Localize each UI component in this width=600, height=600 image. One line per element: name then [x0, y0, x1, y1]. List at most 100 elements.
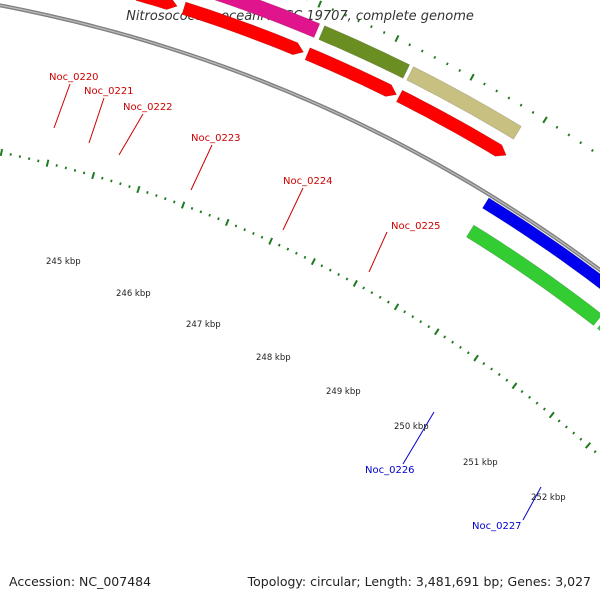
outer-minor-tick [382, 31, 386, 35]
inner-minor-tick [593, 450, 597, 454]
outer-major-tick [469, 73, 475, 81]
bottom-feature-block [596, 324, 600, 331]
inner-major-tick [224, 218, 230, 226]
gene-label: Noc_0220 [49, 72, 99, 83]
inner-minor-tick [234, 224, 238, 228]
outer-major-tick [394, 34, 400, 43]
inner-minor-tick [505, 378, 509, 382]
inner-minor-tick [199, 210, 203, 214]
gene-label: Noc_0224 [283, 176, 333, 187]
outer-minor-tick [519, 103, 523, 107]
inner-minor-tick [386, 300, 390, 304]
forward-cds-arrow [181, 1, 304, 56]
inner-minor-tick [427, 325, 431, 329]
forward-cds-arrow [304, 47, 397, 97]
inner-minor-tick [557, 419, 561, 423]
outer-tick-ring [306, 0, 594, 153]
inner-minor-tick [164, 197, 167, 201]
inner-minor-tick [82, 171, 86, 175]
inner-minor-tick [128, 185, 131, 189]
inner-minor-tick [260, 235, 264, 239]
inner-minor-tick [101, 176, 104, 180]
feature-block [406, 66, 522, 140]
outer-minor-tick [331, 8, 335, 12]
inner-major-tick [0, 148, 4, 157]
reverse-cds-arrow [482, 197, 600, 290]
inner-minor-tick [579, 437, 583, 441]
outer-minor-tick [458, 68, 462, 73]
inner-minor-tick [146, 191, 149, 194]
forward-cds-arrow [395, 89, 507, 157]
outer-minor-tick [357, 19, 360, 23]
inner-major-tick [393, 303, 400, 311]
inner-minor-tick [370, 291, 374, 295]
inner-minor-tick [403, 310, 407, 314]
inner-minor-tick [110, 179, 113, 183]
outer-minor-tick [555, 125, 559, 129]
inner-minor-tick [535, 401, 539, 405]
outer-minor-tick [420, 49, 424, 53]
inner-minor-tick [337, 272, 341, 277]
inner-minor-tick [190, 207, 194, 210]
callout-line [190, 144, 213, 191]
inner-minor-tick [362, 286, 366, 290]
inner-minor-tick [294, 251, 298, 255]
outer-minor-tick [433, 55, 437, 59]
outer-minor-tick [483, 82, 486, 86]
inner-minor-tick [303, 255, 307, 259]
callout-line [402, 411, 435, 465]
outer-minor-tick [567, 133, 571, 137]
inner-minor-tick [155, 194, 158, 197]
inner-major-tick [136, 185, 141, 194]
callout-line [522, 486, 542, 521]
gene-label: Noc_0226 [365, 465, 415, 476]
inner-minor-tick [252, 231, 255, 235]
inner-minor-tick [320, 264, 324, 268]
inner-major-tick [45, 159, 50, 167]
inner-minor-tick [277, 243, 281, 247]
inner-major-tick [310, 257, 316, 266]
forward-cds-arrow [135, 0, 178, 10]
outer-major-tick [317, 0, 323, 8]
outer-minor-tick [344, 13, 348, 17]
inner-minor-tick [328, 268, 332, 272]
inner-minor-tick [73, 168, 77, 172]
scale-label: 250 kbp [394, 422, 429, 432]
inner-minor-tick [482, 361, 486, 366]
backbone-highlight [0, 4, 600, 271]
callout-line [53, 83, 71, 129]
gene-label: Noc_0227 [472, 521, 522, 532]
inner-minor-tick [497, 373, 501, 377]
inner-major-tick [352, 279, 358, 287]
inner-minor-tick [37, 159, 40, 163]
gene-label: Noc_0221 [84, 86, 134, 97]
callout-line [368, 231, 388, 273]
inner-minor-tick [490, 367, 494, 371]
inner-minor-tick [345, 277, 349, 281]
inner-major-tick [434, 328, 440, 336]
inner-minor-tick [451, 340, 455, 344]
scale-label: 246 kbp [116, 289, 151, 299]
inner-minor-tick [208, 213, 211, 217]
gene-callouts: Noc_0220 Noc_0221 Noc_0222 Noc_0223 Noc_0224… [49, 72, 542, 532]
genome-backbone [0, 3, 600, 273]
bottom-feature-block [465, 224, 600, 326]
inner-tick-ring [0, 148, 597, 454]
outer-minor-tick [507, 96, 511, 100]
outer-minor-tick [495, 89, 499, 93]
accession-text: Accession: NC_007484 [9, 574, 152, 589]
inner-minor-tick [119, 182, 122, 186]
inner-minor-tick [443, 335, 447, 339]
inner-minor-tick [243, 228, 247, 232]
outer-minor-tick [445, 62, 449, 66]
outer-minor-tick [579, 141, 583, 145]
callout-line [118, 113, 144, 156]
outer-minor-tick [531, 110, 535, 114]
callout-line [88, 97, 105, 144]
inner-minor-tick [528, 395, 532, 399]
inner-major-tick [511, 382, 518, 390]
outer-major-tick [542, 116, 548, 124]
inner-minor-tick [378, 295, 382, 299]
inner-major-tick [548, 411, 555, 419]
